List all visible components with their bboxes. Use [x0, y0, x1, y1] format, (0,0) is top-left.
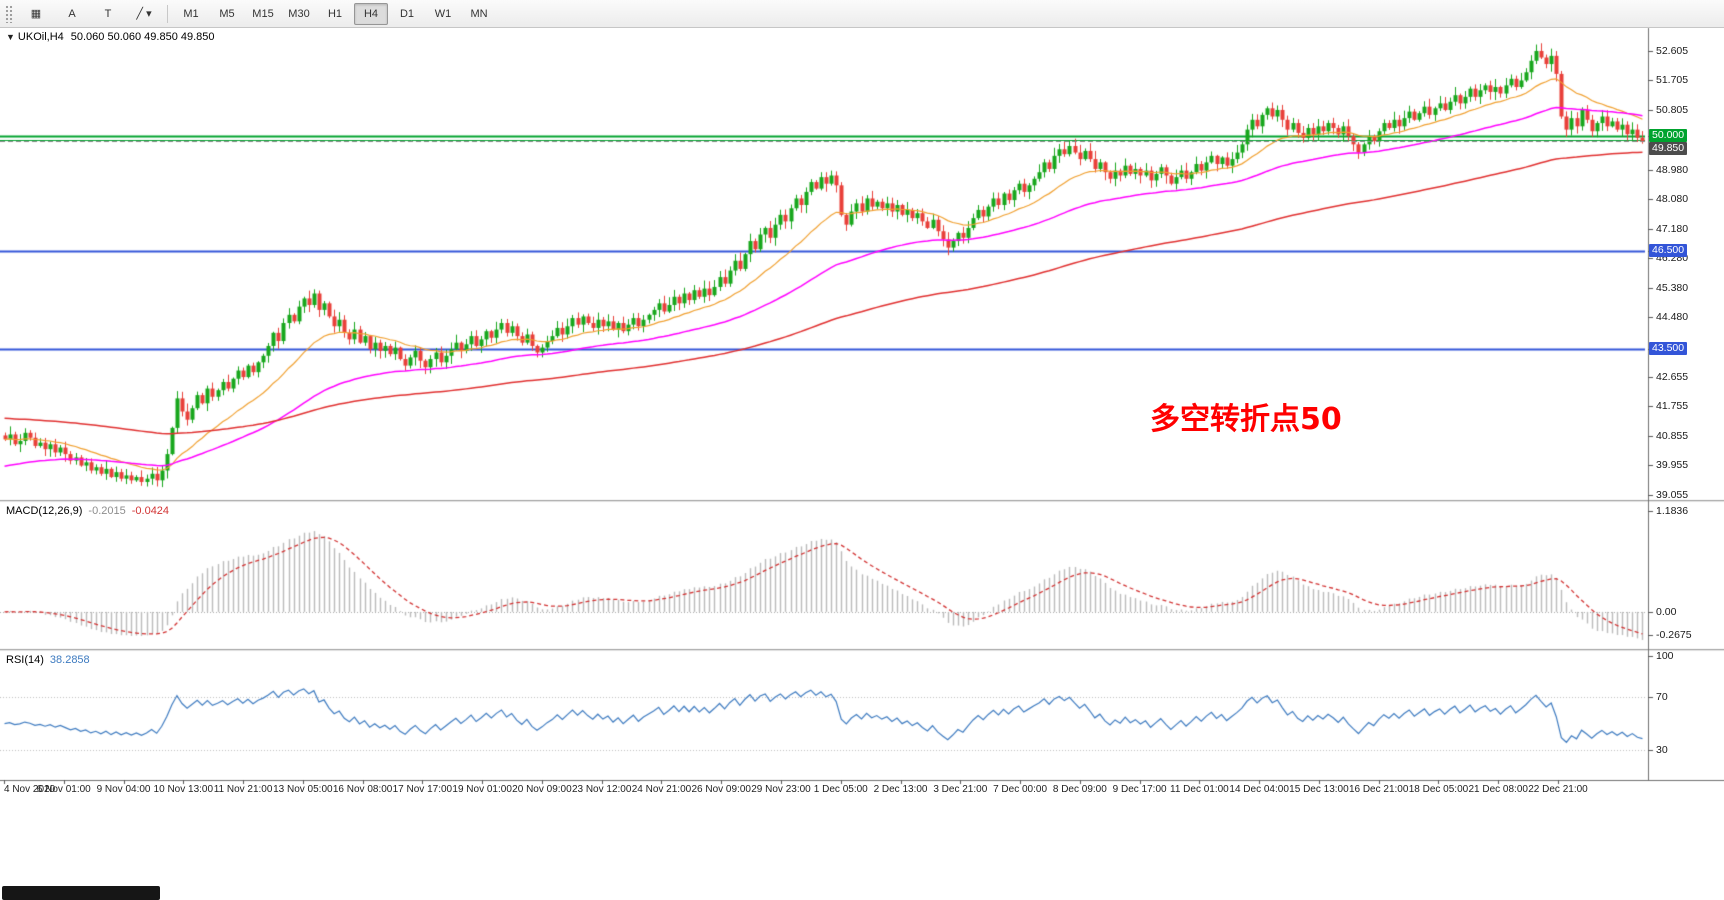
- toolbar: ▦ A T ╱ ▾ M1 M5 M15 M30 H1 H4 D1 W1 MN: [0, 0, 1724, 28]
- timeframe-mn[interactable]: MN: [470, 7, 488, 20]
- symbol-dropdown-icon[interactable]: ▼: [6, 32, 15, 42]
- toolbar-left-buttons: ▦ A T ╱ ▾: [18, 3, 162, 25]
- timeframe-m15[interactable]: M15: [252, 7, 274, 20]
- macd-main-value: -0.2015: [88, 505, 126, 517]
- chart-canvas[interactable]: [0, 0, 1724, 810]
- timeframe-m5[interactable]: M5: [219, 7, 235, 20]
- taskbar-fragment: [2, 886, 160, 900]
- macd-signal-value: -0.0424: [131, 505, 170, 517]
- timeframe-d1[interactable]: D1: [399, 7, 415, 20]
- timeframe-group: M1 M5 M15 M30 H1 H4 D1 W1 MN: [173, 2, 497, 25]
- timeframe-h1[interactable]: H1: [327, 7, 343, 20]
- symbol-title-line: ▼ UKOil,H4 50.060 50.060 49.850 49.850: [6, 31, 215, 43]
- chart-grid-button[interactable]: ▦: [30, 8, 42, 20]
- draw-tools-button[interactable]: ╱ ▾: [136, 8, 152, 20]
- cursor-arrow-button[interactable]: A: [68, 7, 76, 20]
- macd-indicator-label: MACD(12,26,9): [6, 505, 83, 517]
- rsi-indicator-label: RSI(14): [6, 654, 44, 666]
- toolbar-separator: [167, 4, 168, 23]
- toolbar-drag-handle[interactable]: [5, 4, 13, 23]
- timeframe-w1[interactable]: W1: [434, 7, 452, 20]
- rsi-indicator-line: RSI(14) 38.2858: [6, 654, 90, 666]
- symbol-title: UKOil,H4: [17, 31, 64, 43]
- macd-indicator-line: MACD(12,26,9) -0.2015 -0.0424: [6, 505, 169, 517]
- text-tool-button[interactable]: T: [104, 7, 112, 20]
- rsi-value: 38.2858: [49, 654, 90, 666]
- timeframe-m1[interactable]: M1: [183, 7, 199, 20]
- ohlc-values: 50.060 50.060 49.850 49.850: [70, 31, 215, 43]
- timeframe-m30[interactable]: M30: [288, 7, 310, 20]
- timeframe-h4[interactable]: H4: [354, 2, 388, 25]
- annotation-text: 多空转折点50: [1150, 402, 1342, 437]
